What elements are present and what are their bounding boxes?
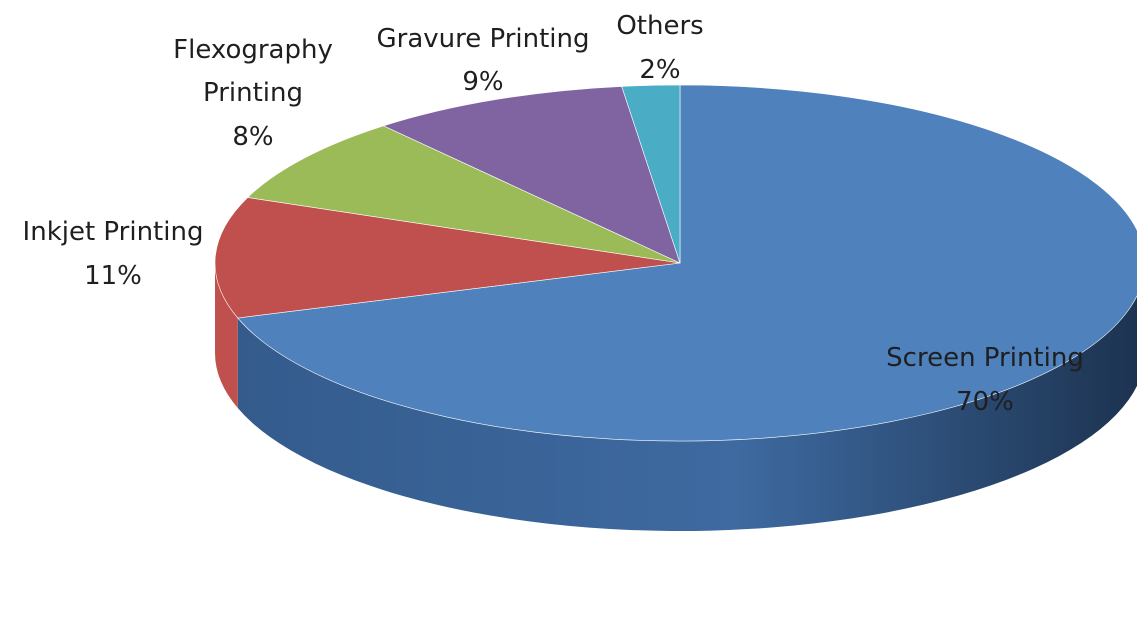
slice-screen-printing [237, 84, 1137, 442]
label-flexography-printing-name: Printing [203, 78, 303, 108]
label-inkjet-printing-value: 11% [84, 261, 142, 291]
pie-slices [214, 84, 1137, 442]
label-gravure-printing-value: 9% [462, 67, 503, 97]
label-others-name: Others [616, 11, 703, 41]
slice-labels: Screen Printing 70% Inkjet Printing 11% Flex… [23, 11, 1084, 417]
slice-gravure-printing [382, 86, 681, 264]
side-inkjet-printing [215, 263, 238, 409]
pie-depth [215, 263, 1137, 531]
label-flexography-printing: Flexography Printing 8% [173, 35, 333, 152]
label-flexography-printing-name: Flexography [173, 35, 333, 65]
label-inkjet-printing-name: Inkjet Printing [23, 217, 204, 247]
label-screen-printing: Screen Printing 70% [886, 343, 1084, 417]
slice-others [621, 84, 681, 264]
label-flexography-printing-value: 8% [232, 122, 273, 152]
label-screen-printing-name: Screen Printing [886, 343, 1084, 373]
label-gravure-printing: Gravure Printing 9% [376, 24, 589, 97]
label-others-value: 2% [639, 55, 680, 85]
slice-inkjet-printing [214, 197, 681, 319]
label-gravure-printing-name: Gravure Printing [376, 24, 589, 54]
label-inkjet-printing: Inkjet Printing 11% [23, 217, 204, 291]
label-screen-printing-value: 70% [956, 387, 1014, 417]
label-others: Others 2% [616, 11, 703, 85]
slice-flexography-printing [247, 125, 681, 264]
side-screen-printing [237, 295, 1137, 531]
